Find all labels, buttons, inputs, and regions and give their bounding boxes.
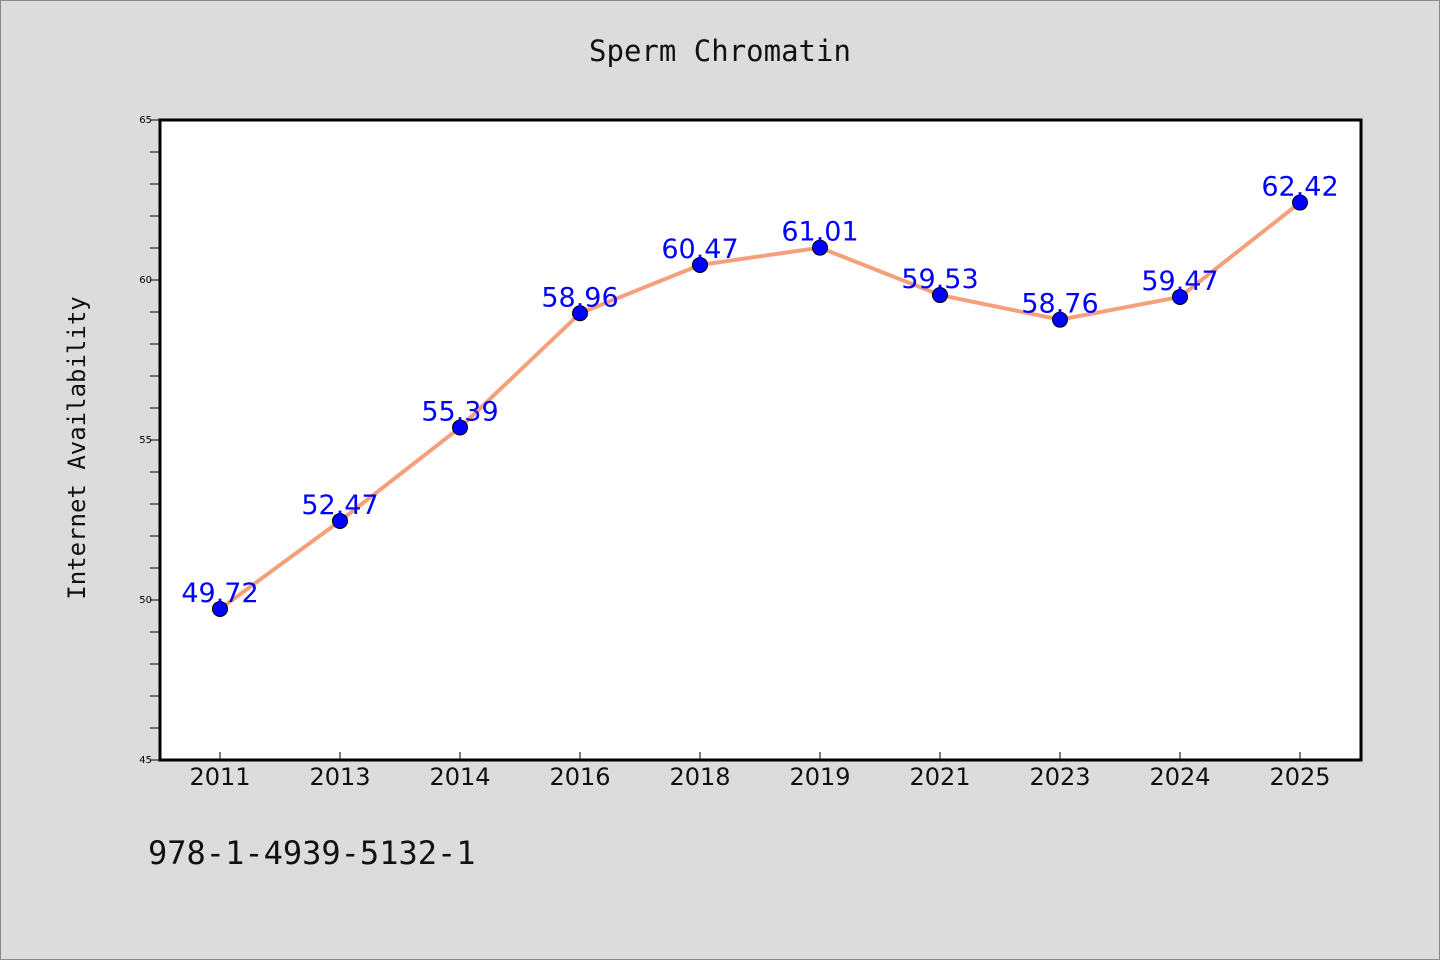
data-point — [692, 256, 708, 273]
data-label: 49.72 — [181, 578, 258, 609]
x-axis: 2011 2013 2014 2016 2018 2019 2021 2023 2024 2025 — [189, 752, 1331, 791]
y-tick-label: 65 — [139, 115, 152, 126]
y-tick-label: 45 — [139, 755, 152, 766]
data-label: 59.53 — [901, 264, 978, 295]
x-tick-label: 2024 — [1149, 763, 1210, 791]
x-tick-label: 2019 — [789, 763, 850, 791]
series-line — [218, 200, 1302, 611]
y-axis: 45 50 55 60 65 — [139, 115, 160, 766]
data-label: 58.96 — [541, 282, 618, 313]
data-point — [212, 600, 228, 617]
series-group: 49.72 52.47 55.39 58.96 60.47 61.01 59.53 58.76… — [181, 172, 1339, 617]
data-point — [1292, 194, 1308, 211]
x-tick-label: 2025 — [1269, 763, 1330, 791]
x-tick-label: 2011 — [189, 763, 250, 791]
y-tick-label: 50 — [139, 595, 152, 606]
data-point — [332, 512, 348, 529]
x-tick-label: 2021 — [909, 763, 970, 791]
isbn-text: 978-1-4939-5132-1 — [148, 834, 476, 872]
x-tick-label: 2014 — [429, 763, 490, 791]
data-label: 62.42 — [1261, 172, 1338, 203]
data-point — [812, 239, 828, 256]
data-label: 58.76 — [1021, 289, 1098, 320]
data-point — [452, 419, 468, 436]
data-label: 61.01 — [781, 217, 858, 248]
plot-area — [158, 118, 1363, 762]
data-label: 60.47 — [661, 234, 738, 265]
y-tick-label: 55 — [139, 435, 152, 446]
y-tick-label: 60 — [139, 275, 152, 286]
data-point — [1172, 288, 1188, 305]
data-label: 59.47 — [1141, 266, 1218, 297]
data-point — [932, 287, 948, 304]
x-tick-label: 2023 — [1029, 763, 1090, 791]
x-tick-label: 2013 — [309, 763, 370, 791]
data-point — [1052, 311, 1068, 328]
x-tick-label: 2016 — [549, 763, 610, 791]
data-label: 52.47 — [301, 490, 378, 521]
data-point — [572, 305, 588, 322]
data-label: 55.39 — [421, 397, 498, 428]
chart-title: Sperm Chromatin — [589, 34, 851, 68]
x-tick-label: 2018 — [669, 763, 730, 791]
